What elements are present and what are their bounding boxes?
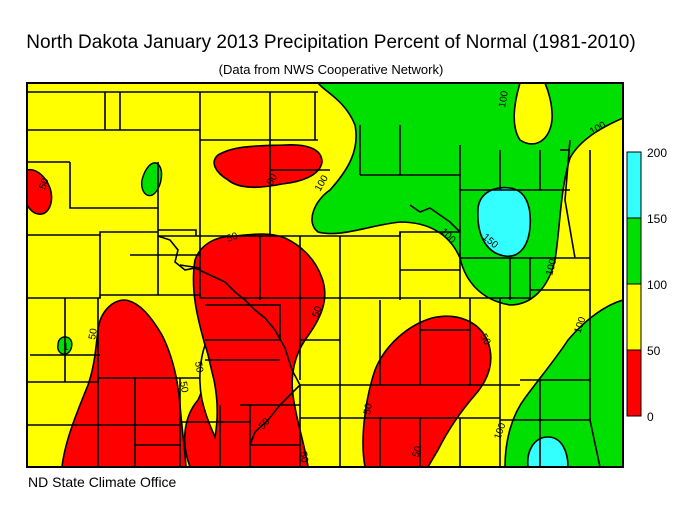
legend: 200 150 100 50 0 [626,146,667,424]
legend-bin-100-150 [626,217,642,285]
map-title: North Dakota January 2013 Precipitation … [26,32,636,53]
contour-label: 50 [37,176,51,191]
contour-label: 50 [410,444,424,459]
region-100-150-west-small [140,162,163,197]
legend-tick-150: 150 [647,212,667,226]
legend-bin-150-200 [626,151,642,219]
state-border [26,82,624,468]
county-lines [27,91,601,468]
legend-tick-0: 0 [647,410,654,424]
contour-label: 1 [63,342,69,353]
region-150-200-northeast [477,186,532,257]
contour-label: 50 [297,451,310,464]
contour-label: 50 [192,361,205,374]
contour-label: 50 [225,231,240,245]
region-100-150-southeast [504,299,623,467]
legend-bin-0-50 [626,349,642,417]
map-subtitle: (Data from NWS Cooperative Network) [218,62,444,77]
legend-tick-100: 100 [647,278,667,292]
contour-label: 50 [477,332,492,348]
contour-label: 50 [362,402,375,415]
contour-label: 50 [265,172,280,188]
legend-tick-50: 50 [647,344,661,358]
contour-label: 50 [177,381,190,394]
credit-text: ND State Climate Office [28,474,177,490]
contour-label: 100 [497,90,511,109]
contour-label: 50 [87,327,100,340]
region-50-100-notch [199,342,218,440]
legend-tick-200: 200 [647,146,667,160]
region-0-50-north-central [213,144,323,189]
region-0-50-northwest-edge [27,168,53,215]
region-150-200-southeast [526,436,569,467]
legend-bin-50-100 [626,283,642,351]
contour-label: 50 [310,304,324,319]
region-50-100-hole-north [513,83,553,145]
contour-label: 100 [544,257,559,276]
